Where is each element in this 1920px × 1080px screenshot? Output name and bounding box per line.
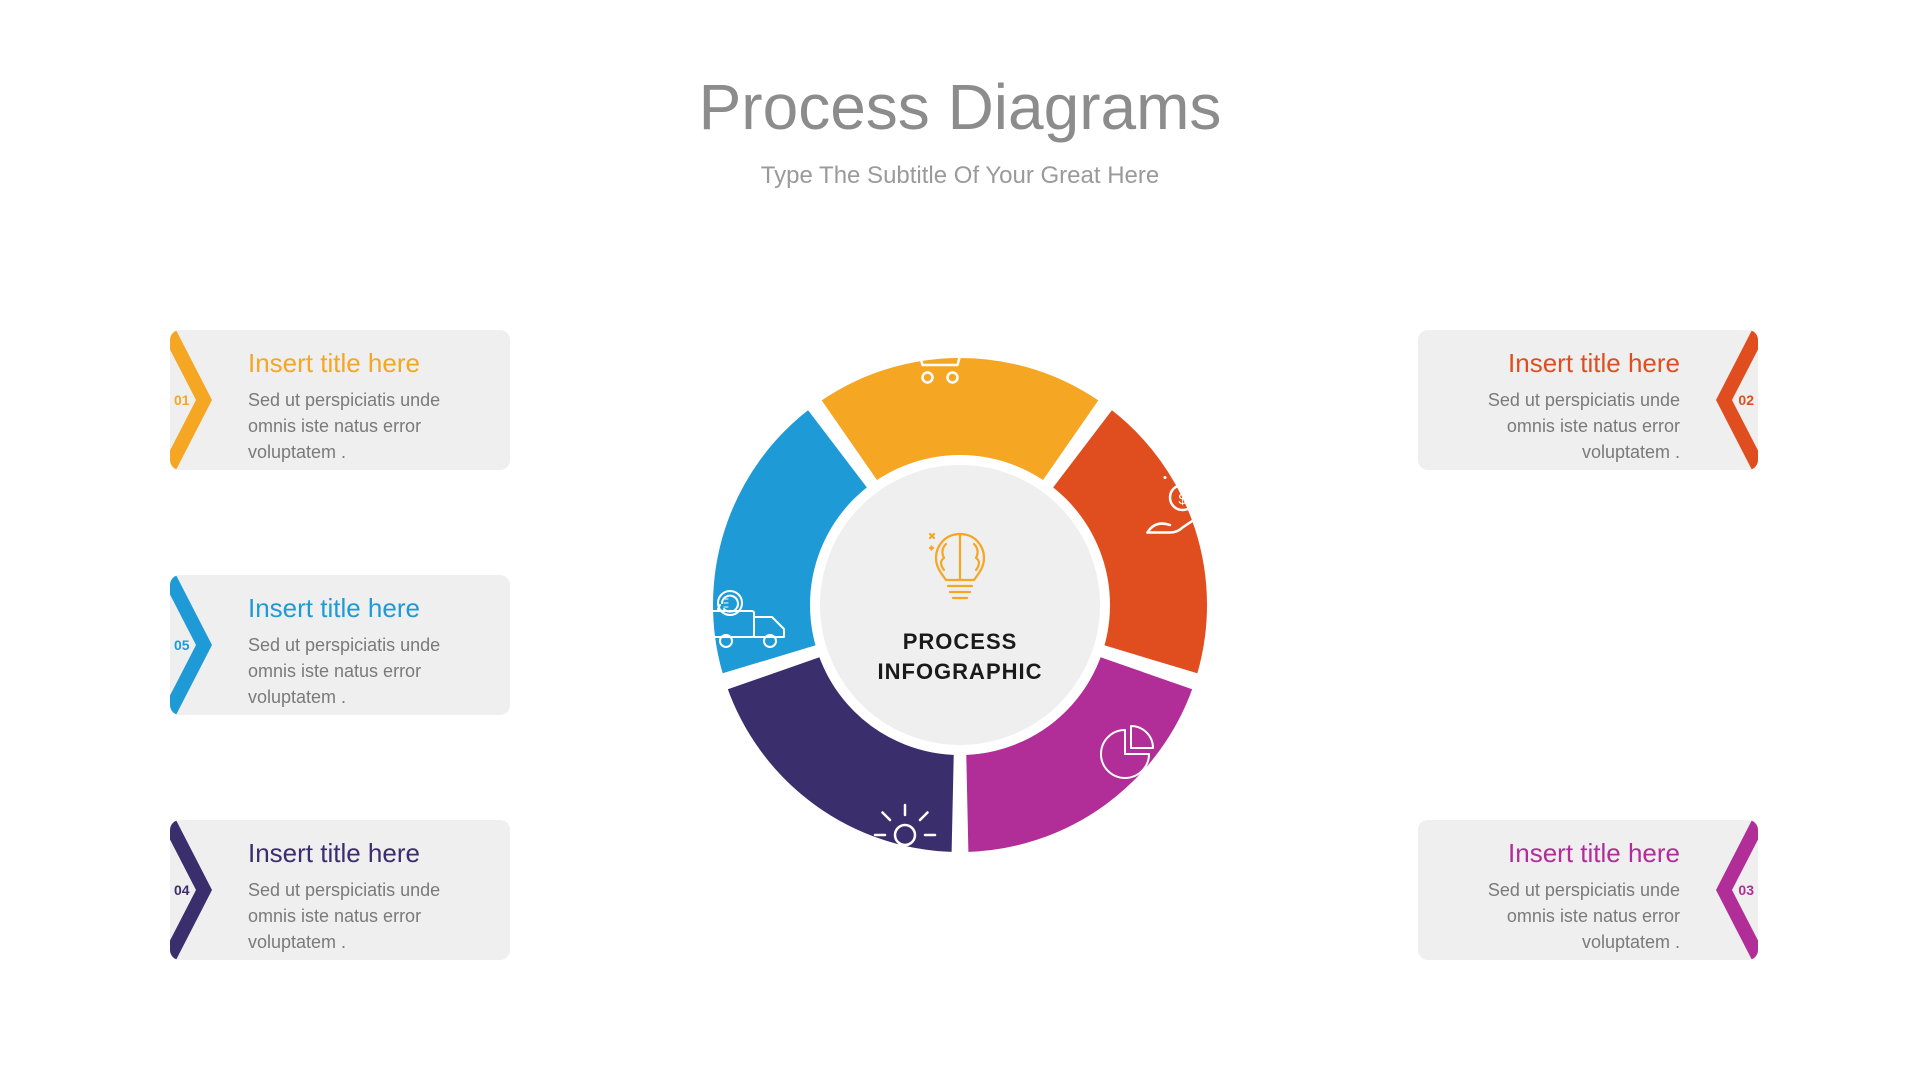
info-card-01: 01 Insert title here Sed ut perspiciatis… <box>170 330 510 470</box>
card-number: 01 <box>174 392 190 408</box>
card-number: 02 <box>1738 392 1754 408</box>
center-label-2: INFOGRAPHIC <box>878 659 1043 684</box>
card-title: Insert title here <box>248 593 488 624</box>
center-label-1: PROCESS <box>903 629 1018 654</box>
lightbulb-brain-icon <box>920 524 1000 613</box>
card-number: 04 <box>174 882 190 898</box>
card-desc: Sed ut perspiciatis unde omnis iste natu… <box>1440 877 1680 955</box>
info-card-02: 02 Insert title here Sed ut perspiciatis… <box>1418 330 1758 470</box>
process-ring: PROCESS INFOGRAPHIC $ <box>635 280 1285 930</box>
ring-center: PROCESS INFOGRAPHIC <box>810 455 1110 755</box>
card-desc: Sed ut perspiciatis unde omnis iste natu… <box>248 632 488 710</box>
card-desc: Sed ut perspiciatis unde omnis iste natu… <box>248 387 488 465</box>
card-desc: Sed ut perspiciatis unde omnis iste natu… <box>248 877 488 955</box>
gear-icon <box>865 795 945 875</box>
card-title: Insert title here <box>248 838 488 869</box>
info-card-03: 03 Insert title here Sed ut perspiciatis… <box>1418 820 1758 960</box>
card-desc: Sed ut perspiciatis unde omnis iste natu… <box>1440 387 1680 465</box>
delivery-truck-icon <box>700 580 796 660</box>
cart-icon <box>895 315 975 395</box>
card-number: 03 <box>1738 882 1754 898</box>
info-card-05: 05 Insert title here Sed ut perspiciatis… <box>170 575 510 715</box>
card-title: Insert title here <box>1440 838 1680 869</box>
card-title: Insert title here <box>248 348 488 379</box>
pie-chart-icon <box>1095 720 1159 784</box>
card-number: 05 <box>174 637 190 653</box>
card-title: Insert title here <box>1440 348 1680 379</box>
svg-text:$: $ <box>1178 491 1187 508</box>
page-title: Process Diagrams <box>0 70 1920 144</box>
page-subtitle: Type The Subtitle Of Your Great Here <box>0 162 1920 190</box>
money-hand-icon: $ <box>1135 470 1215 550</box>
info-card-04: 04 Insert title here Sed ut perspiciatis… <box>170 820 510 960</box>
